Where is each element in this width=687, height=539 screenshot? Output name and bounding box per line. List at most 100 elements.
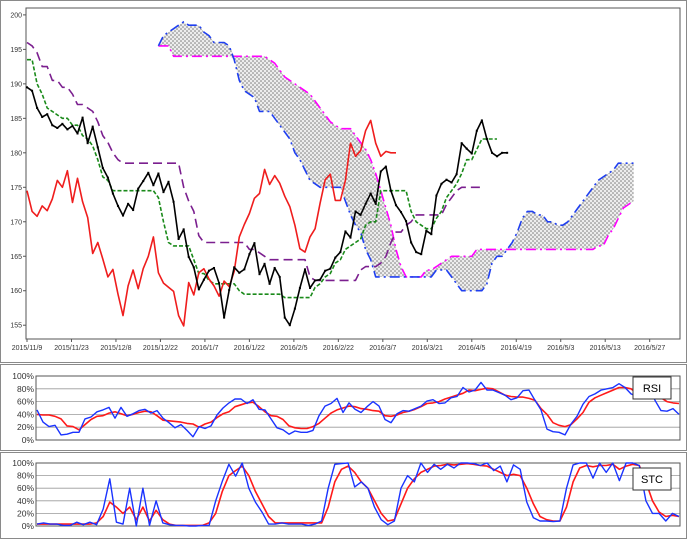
rsi-fast-line (36, 381, 680, 438)
price-point (152, 184, 155, 187)
price-point (238, 271, 241, 274)
price-point (46, 113, 49, 116)
price-point (213, 266, 216, 269)
stc-label: STC (641, 474, 663, 486)
price-point (147, 171, 150, 174)
price-point (435, 194, 438, 197)
price-point (273, 266, 276, 269)
y-tick-label: 170 (10, 219, 22, 226)
x-tick-label: 2016/4/19 (501, 345, 532, 352)
price-point (339, 251, 342, 254)
price-point (132, 209, 135, 212)
rsi-label-box (632, 376, 672, 400)
y-tick-label: 190 (10, 81, 22, 88)
price-point (410, 241, 413, 244)
price-point (162, 191, 165, 194)
stc-plot-frame (35, 462, 681, 527)
x-tick-label: 2015/12/22 (143, 345, 178, 352)
price-point (258, 273, 261, 276)
price-point (228, 289, 231, 292)
y-tick-label: 200 (10, 12, 22, 19)
price-point (157, 172, 160, 175)
chikou-span-line (26, 119, 396, 327)
price-point (86, 142, 89, 145)
y-tick-label: 60% (17, 397, 34, 407)
price-point (66, 128, 69, 131)
price-point (61, 122, 64, 125)
price-point (96, 146, 99, 149)
price-point (167, 180, 170, 183)
price-point (137, 187, 140, 190)
price-point (91, 125, 94, 128)
price-point (116, 204, 119, 207)
price-point (253, 242, 256, 245)
x-tick-label: 2016/5/27 (634, 345, 665, 352)
x-tick-label: 2015/11/9 (12, 345, 43, 352)
price-point (379, 170, 382, 173)
price-point (470, 152, 473, 155)
price-point (278, 275, 281, 278)
x-tick-label: 2016/2/5 (280, 345, 307, 352)
y-tick-label: 100% (12, 371, 34, 381)
price-point (445, 178, 448, 181)
price-point (233, 266, 236, 269)
y-tick-label: 100% (12, 458, 34, 468)
price-point (455, 173, 458, 176)
price-point (490, 151, 493, 154)
price-point (425, 229, 428, 232)
price-point (480, 119, 483, 122)
x-tick-label: 2016/3/21 (412, 345, 443, 352)
price-point (192, 266, 195, 269)
price-point (389, 189, 392, 192)
price-point (415, 251, 418, 254)
price-point (319, 278, 322, 281)
price-point (36, 106, 39, 109)
price-point (465, 147, 468, 150)
price-point (298, 286, 301, 289)
senkou-span-b-line (157, 20, 634, 292)
y-tick-label: 180 (10, 150, 22, 157)
price-point (288, 324, 291, 327)
price-point (31, 89, 34, 92)
price-point (496, 155, 499, 158)
price-point (334, 256, 337, 259)
price-point (41, 115, 44, 118)
y-tick-label: 0% (22, 435, 35, 445)
price-point (349, 236, 352, 239)
rsi-label: RSI (643, 383, 661, 395)
price-point (430, 233, 433, 236)
price-point (329, 267, 332, 270)
price-point (384, 165, 387, 168)
price-point (81, 116, 84, 119)
kijun-sen-line (27, 58, 497, 299)
price-point (197, 288, 200, 291)
ichimoku-plot-frame (25, 7, 681, 340)
price-point (344, 230, 347, 233)
price-point (303, 268, 306, 271)
price-point (440, 182, 443, 185)
price-point (122, 214, 125, 217)
price-point (369, 192, 372, 195)
y-tick-label: 165 (10, 254, 22, 261)
price-point (177, 238, 180, 241)
y-tick-label: 175 (10, 185, 22, 192)
y-tick-label: 20% (17, 508, 34, 518)
price-point (172, 200, 175, 203)
price-point (263, 262, 266, 265)
x-tick-label: 2016/5/3 (547, 345, 574, 352)
price-point (182, 228, 185, 231)
price-point (475, 129, 478, 132)
y-tick-label: 0% (22, 521, 35, 531)
price-point (71, 124, 74, 127)
price-point (394, 204, 397, 207)
rsi-plot-frame (35, 375, 681, 441)
price-point (324, 269, 327, 272)
x-tick-label: 2016/1/7 (191, 345, 218, 352)
price-point (51, 124, 54, 127)
price-point (400, 211, 403, 214)
y-tick-label: 80% (17, 471, 34, 481)
price-point (207, 269, 210, 272)
x-tick-label: 2016/1/22 (234, 345, 265, 352)
